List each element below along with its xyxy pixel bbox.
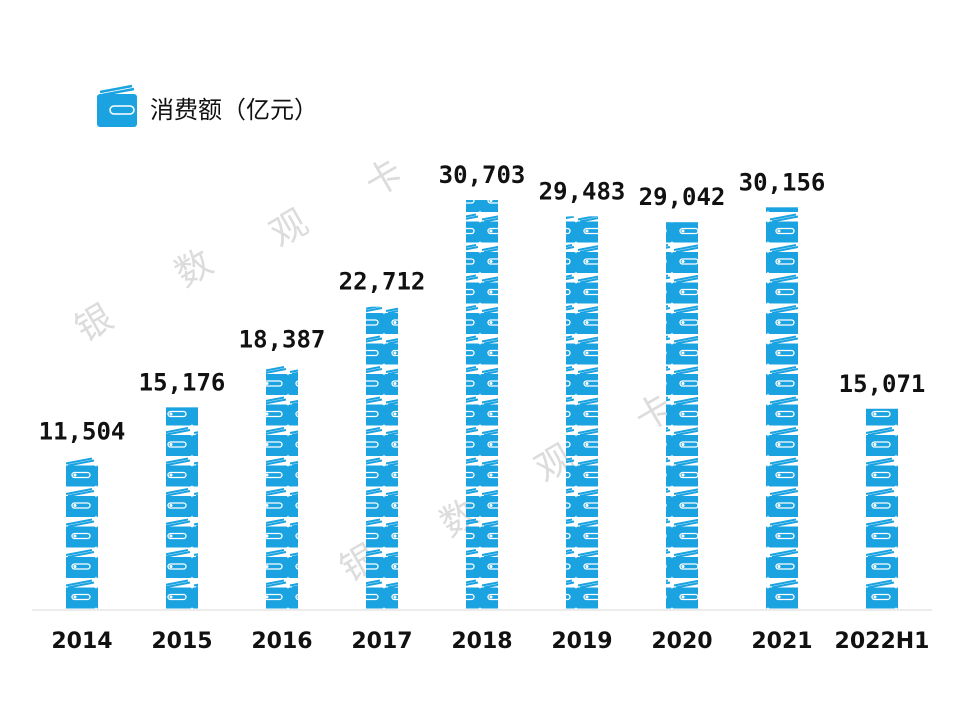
x-tick-label: 2016: [251, 629, 312, 654]
x-tick-label: 2018: [451, 629, 512, 654]
x-tick-label: 2021: [751, 629, 812, 654]
watermark-char: 卡: [358, 152, 410, 206]
value-label: 30,156: [739, 168, 826, 196]
legend-icon: [109, 105, 135, 115]
bar: [166, 407, 198, 610]
bar: [666, 222, 698, 610]
watermark-char: 观: [263, 202, 315, 256]
value-label: 29,042: [639, 183, 726, 211]
value-label: 15,176: [139, 368, 226, 396]
legend: 消费额（亿元）: [97, 84, 318, 127]
x-tick-label: 2019: [551, 629, 612, 654]
x-tick-label: 2017: [351, 629, 412, 654]
legend-label: 消费额（亿元）: [150, 96, 318, 124]
x-tick-label: 2014: [51, 629, 112, 654]
bar: [366, 306, 398, 610]
bar: [66, 456, 98, 610]
x-tick-label: 2020: [651, 629, 712, 654]
watermark-char: 银: [68, 297, 120, 351]
value-label: 15,071: [839, 370, 926, 398]
x-tick-label: 2022H1: [835, 629, 930, 654]
value-label: 18,387: [239, 325, 326, 353]
bar: [266, 364, 298, 610]
bar: [466, 200, 498, 610]
value-label: 29,483: [539, 177, 626, 205]
bar: [766, 207, 798, 610]
value-label: 22,712: [339, 268, 426, 296]
x-tick-label: 2015: [151, 629, 212, 654]
value-label: 11,504: [39, 417, 126, 445]
bar: [866, 408, 898, 610]
bar: [566, 216, 598, 610]
legend-icon: [99, 84, 135, 97]
legend-swatch: [97, 94, 137, 127]
watermark-char: 数: [168, 242, 220, 296]
value-label: 30,703: [439, 161, 526, 189]
